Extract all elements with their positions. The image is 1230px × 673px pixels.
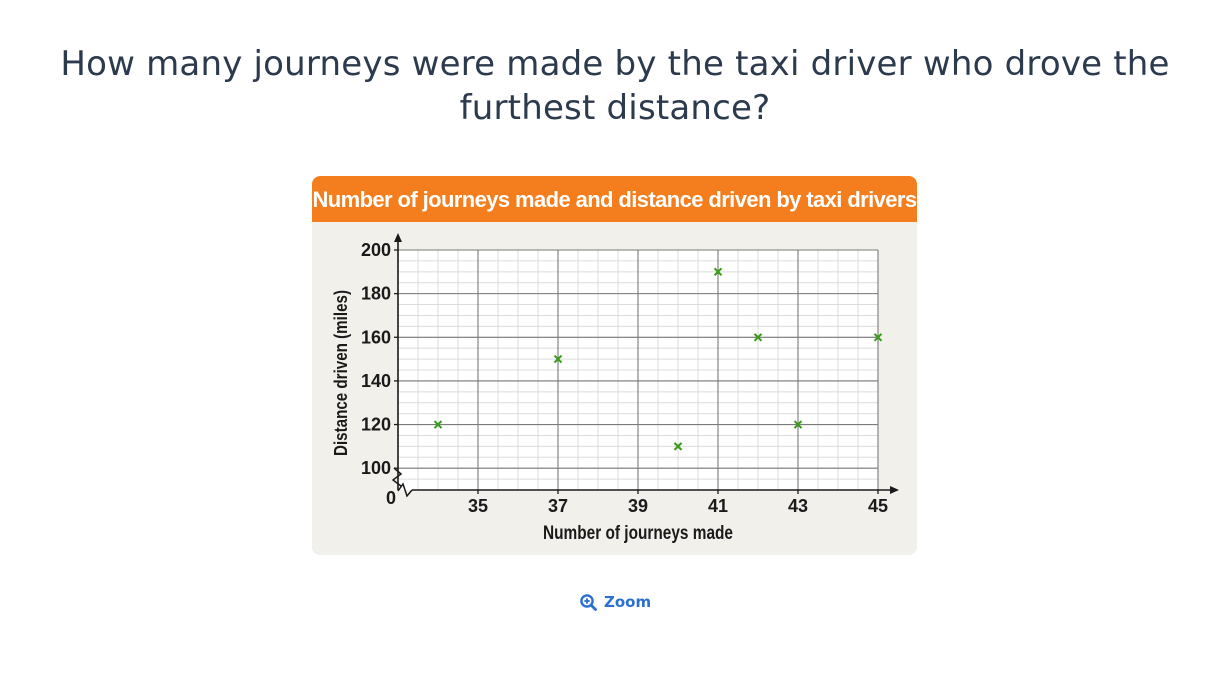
data-point — [433, 420, 443, 429]
zoom-label: Zoom — [604, 593, 652, 611]
x-tick-label: 43 — [788, 496, 808, 516]
zoom-in-icon — [580, 593, 597, 611]
y-tick-label: 160 — [361, 327, 391, 347]
x-tick-label: 35 — [468, 496, 488, 516]
question-text: How many journeys were made by the taxi … — [60, 42, 1170, 130]
chart-header — [312, 176, 917, 222]
data-point-stroke — [433, 420, 443, 429]
data-point — [753, 333, 763, 342]
data-point — [553, 354, 563, 364]
scatter-plot: 100 120 140 160 180 200 35 37 39 41 43 45 0 Number o… — [331, 233, 899, 544]
y-axis-label: Distance driven (miles) — [331, 290, 351, 456]
chart-card: Number of journeys made and distance dri… — [312, 176, 917, 555]
y-tick-label: 200 — [361, 240, 391, 260]
x-axis-arrow — [890, 486, 899, 494]
data-point-stroke — [713, 267, 723, 277]
data-point-stroke — [793, 420, 803, 429]
data-point — [713, 267, 723, 277]
y-tick-label: 180 — [361, 284, 391, 304]
y-axis-arrow — [394, 233, 402, 242]
data-point-stroke — [753, 333, 763, 342]
data-point — [793, 420, 803, 429]
chart-title: Number of journeys made and distance dri… — [312, 187, 917, 212]
x-axis-break — [397, 482, 413, 498]
data-point-stroke — [873, 333, 883, 342]
y-tick-label: 120 — [361, 415, 391, 435]
data-point — [873, 333, 883, 342]
y-tick-label: 100 — [361, 458, 391, 478]
origin-label: 0 — [386, 488, 396, 508]
x-tick-label: 37 — [548, 496, 568, 516]
data-point — [673, 442, 683, 451]
x-tick-label: 45 — [868, 496, 888, 516]
x-axis-label: Number of journeys made — [543, 523, 733, 544]
question-line-2: furthest distance? — [459, 88, 771, 128]
x-tick-label: 41 — [708, 496, 728, 516]
zoom-button[interactable]: Zoom — [580, 590, 651, 614]
data-point-stroke — [673, 442, 683, 451]
x-tick-label: 39 — [628, 496, 648, 516]
question-line-1: How many journeys were made by the taxi … — [60, 44, 1170, 84]
y-axis-break — [391, 467, 403, 487]
data-point-stroke — [553, 354, 563, 364]
y-tick-label: 140 — [361, 371, 391, 391]
